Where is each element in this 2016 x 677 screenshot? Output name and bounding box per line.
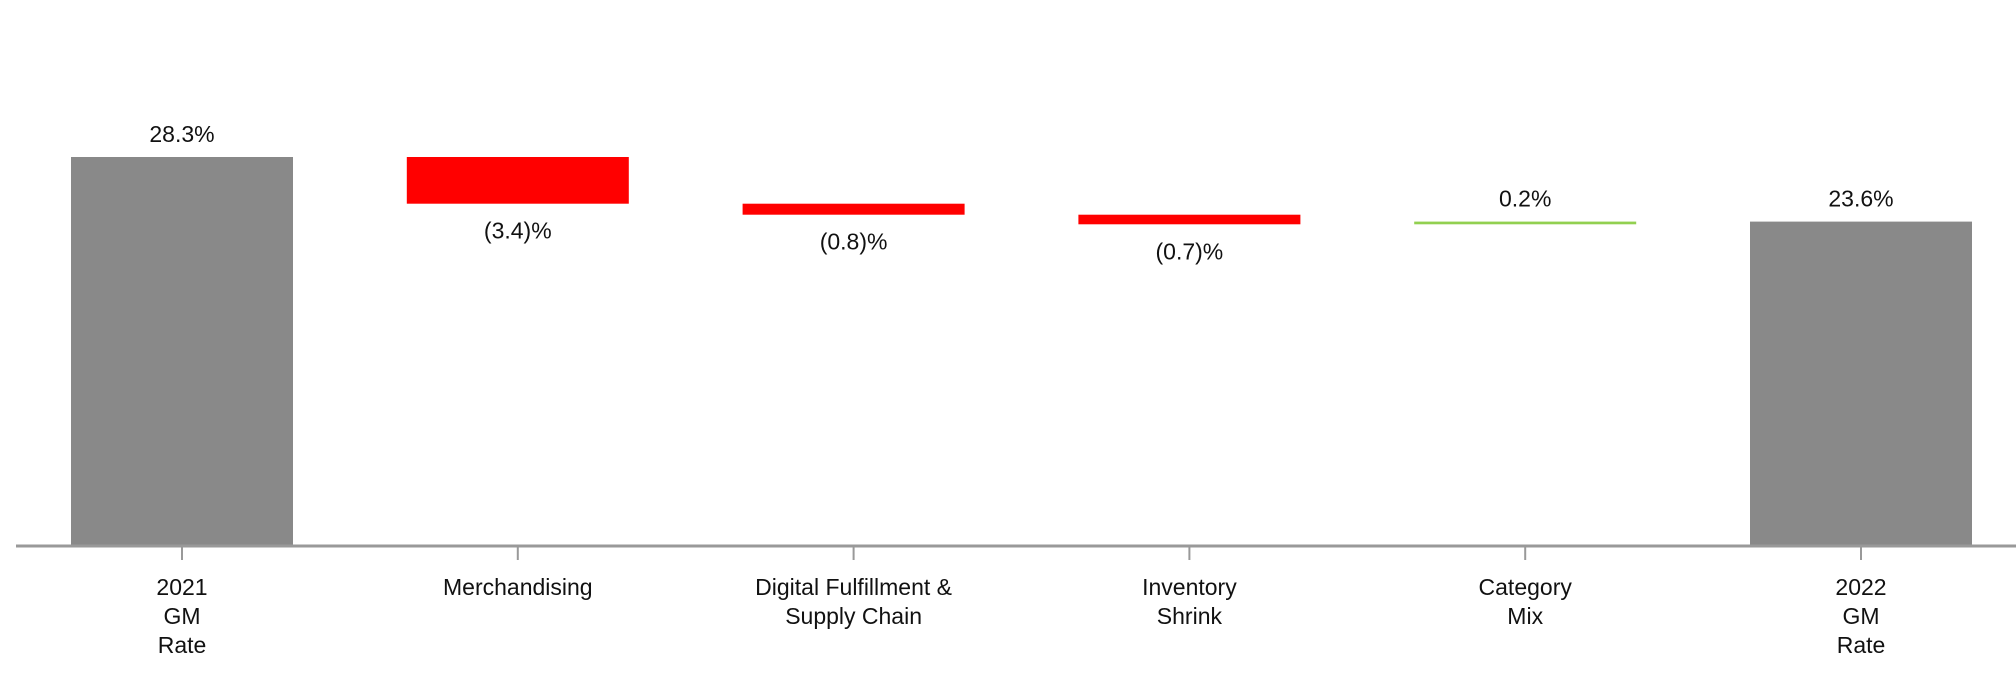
category-label-line: Rate	[1837, 632, 1886, 658]
category-label-line: Shrink	[1157, 603, 1223, 629]
category-label-line: GM	[1842, 603, 1879, 629]
category-label-line: Category	[1479, 574, 1573, 600]
value-label-1: (3.4)%	[484, 218, 552, 244]
category-label-4: Category Mix	[1479, 574, 1573, 629]
category-label-line: Inventory	[1142, 574, 1237, 600]
bar-3	[1078, 214, 1301, 225]
bar-4	[1414, 221, 1637, 225]
category-label-line: Supply Chain	[785, 603, 922, 629]
category-label-1: Merchandising	[443, 574, 593, 600]
value-labels-group: 28.3% (3.4)% (0.8)% (0.7)% 0.2% 23.6%	[149, 121, 1893, 264]
category-label-line: 2022	[1835, 574, 1886, 600]
category-label-0: 2021 GM Rate	[156, 574, 207, 658]
category-label-line: 2021	[156, 574, 207, 600]
category-label-2: Digital Fulfillment & Supply Chain	[755, 574, 952, 629]
bar-2	[742, 203, 965, 215]
value-label-0: 28.3%	[149, 121, 214, 147]
category-label-line: Mix	[1507, 603, 1543, 629]
category-label-line: Rate	[158, 632, 207, 658]
bars-group	[71, 157, 1972, 546]
category-labels-group: 2021 GM Rate Merchandising Digital Fulfillme…	[156, 574, 1886, 658]
value-label-4: 0.2%	[1499, 186, 1551, 212]
bar-0	[71, 157, 293, 546]
value-label-3: (0.7)%	[1156, 238, 1224, 264]
value-label-5: 23.6%	[1828, 186, 1893, 212]
x-axis-ticks-group	[181, 546, 1862, 560]
category-label-3: Inventory Shrink	[1142, 574, 1237, 629]
bar-1	[406, 157, 629, 204]
category-label-line: GM	[163, 603, 200, 629]
bar-5	[1750, 221, 1972, 546]
value-label-2: (0.8)%	[820, 229, 888, 255]
category-label-line: Merchandising	[443, 574, 593, 600]
category-label-5: 2022 GM Rate	[1835, 574, 1886, 658]
category-label-line: Digital Fulfillment &	[755, 574, 952, 600]
